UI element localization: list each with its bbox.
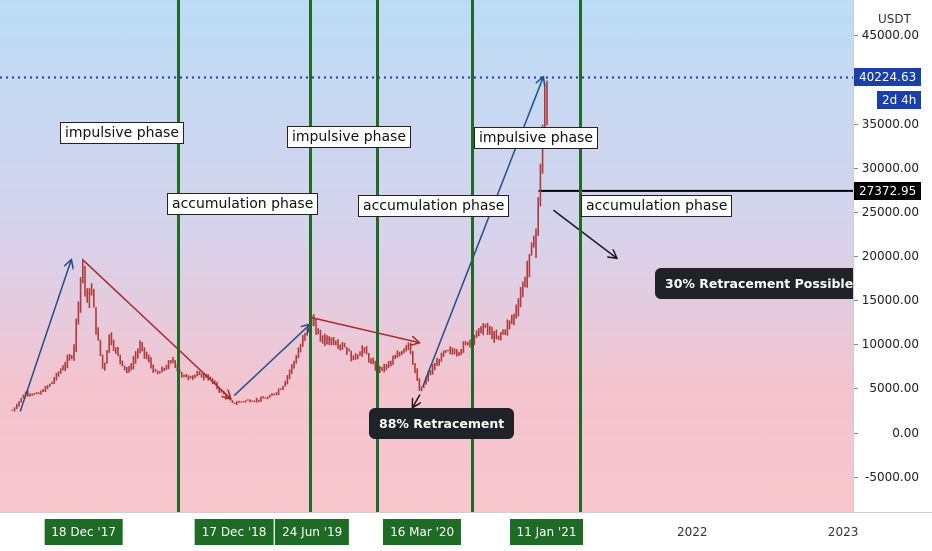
phase-line-3 [376,0,379,512]
trend-arrow-5 [422,78,543,387]
accumulation-phase-label-2[interactable]: accumulation phase [358,195,510,217]
currency-unit: USDT [878,12,911,26]
level-price-tag: 27372.95 [854,181,922,200]
retracement-88-callout[interactable]: 88% Retracement [369,408,515,439]
y-tick-mark [854,388,858,390]
x-date-label: 24 Jun '19 [275,519,350,545]
y-tick-mark [854,211,858,213]
y-tick-mark [854,123,858,125]
x-year-label: 2023 [827,525,859,539]
trend-arrow-3 [233,325,309,397]
y-tick-label: 45000.00 [861,28,919,43]
chart-area[interactable]: impulsive phase accumulation phase impul… [0,0,853,512]
interval-tag: 2d 4h [877,91,922,110]
y-tick-mark [854,432,858,434]
y-tick-label: 10000.00 [861,337,919,352]
y-tick-label: 30000.00 [861,160,919,175]
y-tick-label: 0.00 [892,425,919,440]
x-date-label: 17 Dec '18 [194,519,274,545]
y-tick-label: 35000.00 [861,116,919,131]
accumulation-phase-label-1[interactable]: accumulation phase [167,193,319,215]
retracement-30-callout[interactable]: 30% Retracement Possible [655,268,853,299]
x-date-label: 16 Mar '20 [383,519,462,545]
y-tick-label: 15000.00 [861,293,919,308]
y-tick-mark [854,167,858,169]
y-tick-mark [854,476,858,478]
y-tick-label: 25000.00 [861,204,919,219]
impulsive-phase-label-3[interactable]: impulsive phase [474,127,598,149]
phase-line-2 [309,0,312,512]
y-tick-mark [854,35,858,37]
y-tick-mark [854,300,858,302]
trend-arrow-1 [19,260,71,412]
current-price-tag: 40224.63 [854,68,922,87]
y-tick-label: 20000.00 [861,249,919,263]
x-year-label: 2022 [676,525,708,539]
trend-arrow-7 [552,209,616,258]
time-axis[interactable]: 18 Dec '17 17 Dec '18 24 Jun '19 16 Mar '20… [0,512,932,551]
impulsive-phase-label-2[interactable]: impulsive phase [287,126,411,148]
x-date-label: 11 Jan '21 [509,519,584,545]
impulsive-phase-label-1[interactable]: impulsive phase [60,122,184,144]
trend-arrow-4 [311,317,419,343]
x-date-label: 18 Dec '17 [44,519,123,545]
y-tick-label: -5000.00 [865,469,919,484]
phase-line-1 [177,0,180,512]
y-tick-mark [854,344,858,346]
phase-line-4 [471,0,474,512]
phase-line-5 [579,0,582,512]
trend-arrow-6 [413,394,420,407]
y-tick-label: 5000.00 [869,381,919,396]
y-tick-mark [854,256,858,257]
accumulation-phase-label-3[interactable]: accumulation phase [581,195,733,217]
trend-arrow-2 [82,259,230,398]
